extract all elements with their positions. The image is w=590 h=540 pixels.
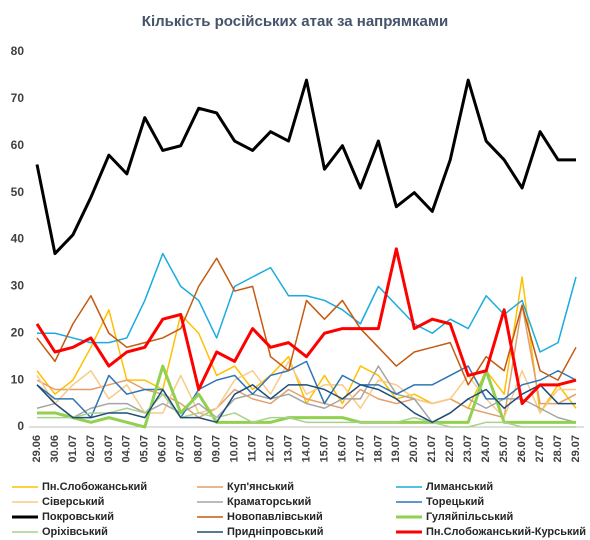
x-tick-label: 04.07 — [121, 435, 133, 463]
x-tick-label: 15.07 — [318, 435, 330, 463]
legend-label: Оріхівський — [42, 526, 108, 538]
legend-label: Придніпровський — [227, 526, 324, 538]
y-tick-label: 30 — [11, 279, 25, 293]
x-tick-label: 09.07 — [211, 435, 223, 463]
x-tick-label: 26.07 — [516, 435, 528, 463]
y-tick-label: 40 — [11, 232, 25, 246]
series-line — [37, 364, 576, 429]
x-tick-label: 05.07 — [139, 435, 151, 463]
x-tick-label: 08.07 — [193, 435, 205, 463]
series-line — [36, 360, 577, 419]
series-line — [35, 247, 577, 406]
x-tick-label: 23.07 — [462, 435, 474, 463]
series-line — [37, 393, 576, 428]
x-tick-label: 20.07 — [408, 435, 420, 463]
series-line — [36, 360, 576, 419]
x-tick-label: 06.07 — [157, 435, 169, 463]
x-tick-label: 28.07 — [552, 435, 564, 463]
x-tick-label: 30.06 — [49, 435, 61, 463]
y-tick-label: 50 — [11, 185, 25, 199]
legend-label: Новопавлівський — [227, 511, 323, 523]
legend-label: Пн.Слобожанський-Курський — [426, 526, 586, 538]
x-tick-label: 19.07 — [390, 435, 402, 463]
x-tick-label: 29.07 — [570, 435, 582, 463]
legend-label: Куп'янський — [227, 481, 294, 493]
x-tick-label: 01.07 — [67, 435, 79, 463]
x-tick-label: 27.07 — [534, 435, 546, 463]
x-tick-label: 13.07 — [282, 435, 294, 463]
x-tick-label: 11.07 — [247, 435, 259, 462]
y-tick-label: 70 — [11, 91, 25, 105]
legend-label: Лиманський — [426, 481, 493, 493]
legend-label: Пн.Слобожанський — [42, 481, 147, 493]
legend-label: Краматорський — [227, 496, 311, 508]
x-tick-label: 29.06 — [31, 435, 43, 463]
x-tick-label: 16.07 — [336, 435, 348, 463]
legend-label: Сіверський — [42, 496, 104, 508]
legend-label: Торецький — [426, 496, 484, 508]
x-tick-label: 24.07 — [480, 435, 492, 463]
y-tick-label: 0 — [17, 419, 24, 433]
x-tick-label: 10.07 — [229, 435, 241, 463]
series-line — [37, 252, 577, 353]
x-tick-label: 02.07 — [85, 435, 97, 463]
x-tick-label: 12.07 — [264, 435, 276, 463]
x-tick-label: 21.07 — [426, 435, 438, 463]
x-tick-label: 07.07 — [175, 435, 187, 463]
y-tick-label: 20 — [11, 325, 25, 339]
x-tick-label: 25.07 — [498, 435, 510, 463]
chart-title: Кількість російських атак за напрямками — [142, 13, 448, 30]
series-line — [36, 365, 577, 424]
series-line — [36, 304, 577, 419]
series-line — [36, 384, 576, 424]
x-tick-label: 17.07 — [354, 435, 366, 463]
x-tick-label: 14.07 — [300, 435, 312, 463]
x-tick-label: 22.07 — [444, 435, 456, 463]
series-line — [35, 78, 576, 256]
y-tick-label: 60 — [11, 138, 25, 152]
x-tick-label: 18.07 — [372, 435, 384, 463]
legend-label: Гуляйпільський — [426, 511, 513, 523]
y-tick-label: 10 — [11, 372, 25, 386]
legend-label: Покровський — [42, 511, 114, 523]
y-tick-label: 80 — [11, 44, 25, 58]
x-tick-label: 03.07 — [103, 435, 115, 463]
series-line — [36, 257, 577, 386]
